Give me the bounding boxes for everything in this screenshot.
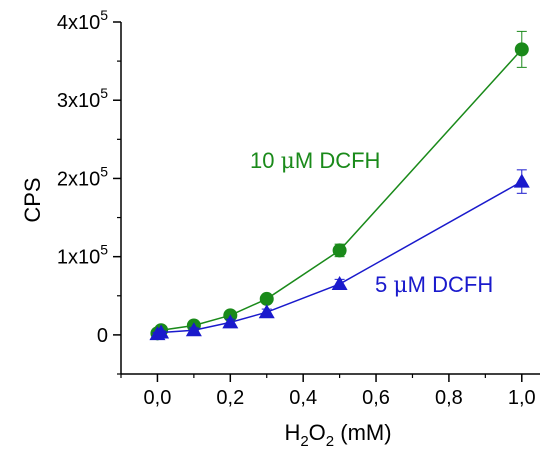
y-tick-mantissa-4: 4x10	[57, 12, 100, 34]
axes	[120, 22, 540, 375]
y-tick-mantissa-3: 3x10	[57, 90, 100, 112]
y-tick-label-0: 0	[97, 325, 108, 347]
series-1-point-1	[153, 324, 170, 339]
x-tick-label-0: 0,0	[144, 387, 172, 409]
x-tick-label-1: 0,2	[216, 387, 244, 409]
y-axis-label: CPS	[20, 177, 45, 222]
x-label-o: O	[309, 420, 326, 445]
x-axis-label: H2O2 (mM)	[284, 420, 391, 450]
series-0-point-6	[514, 42, 529, 57]
x-tick-label-3: 0,6	[362, 387, 390, 409]
annotation-layer: 10 μM DCFH 5 μM DCFH	[250, 148, 493, 298]
x-label-suffix: (mM)	[334, 420, 391, 445]
annotation-5um-prefix: 5	[375, 272, 393, 297]
y-tick-exponent-3: 5	[100, 85, 108, 101]
series-0-point-5	[332, 243, 347, 258]
series-1-point-5	[331, 276, 348, 291]
y-tick-label-4: 4x105	[57, 7, 108, 34]
series-1-point-4	[258, 304, 275, 319]
ticks	[113, 21, 523, 382]
annotation-10um-mu: μ	[281, 149, 295, 174]
y-tick-label-2: 2x105	[57, 163, 108, 190]
annotation-5um-mu: μ	[393, 273, 407, 298]
y-tick-label-1: 1x105	[57, 242, 108, 269]
x-label-sub-1: 2	[300, 433, 308, 450]
x-tick-label-5: 1,0	[508, 387, 536, 409]
series-1-point-6	[513, 173, 530, 188]
y-tick-label-3: 3x105	[57, 85, 108, 112]
x-tick-label-4: 0,8	[435, 387, 463, 409]
annotation-10um: 10 μM DCFH	[250, 148, 380, 174]
annotation-5um: 5 μM DCFH	[375, 272, 493, 298]
annotation-5um-suffix: M DCFH	[408, 272, 494, 297]
series-1-point-2	[185, 322, 202, 337]
y-tick-exponent-1: 5	[100, 242, 108, 258]
y-tick-mantissa-2: 2x10	[57, 168, 100, 190]
series-1	[149, 169, 530, 341]
annotation-10um-prefix: 10	[250, 148, 281, 173]
x-label-h: H	[284, 420, 300, 445]
x-tick-label-2: 0,4	[289, 387, 317, 409]
series-1-point-3	[222, 314, 239, 329]
y-tick-mantissa-0: 0	[97, 325, 108, 347]
series-layer	[149, 30, 530, 341]
y-tick-exponent-2: 5	[100, 163, 108, 179]
annotation-10um-suffix: M DCFH	[295, 148, 381, 173]
x-label-sub-2: 2	[326, 433, 334, 450]
y-tick-mantissa-1: 1x10	[57, 247, 100, 269]
series-0-point-4	[259, 291, 274, 306]
series-1-line	[157, 180, 523, 335]
y-tick-exponent-4: 5	[100, 7, 108, 23]
